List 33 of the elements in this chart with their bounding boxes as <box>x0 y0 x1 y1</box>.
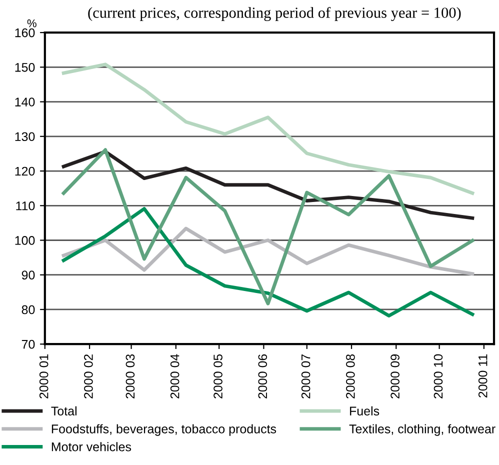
legend-label: Total <box>51 406 76 416</box>
y-tick-label: 140 <box>15 98 35 106</box>
x-tick-label: 2000 02 <box>84 354 93 398</box>
line-series <box>62 150 474 220</box>
y-tick-label: 160 <box>15 28 35 38</box>
line-series <box>62 226 474 276</box>
chart-subtitle: (current prices, corresponding period of previous year = 100) <box>88 6 461 22</box>
x-tick-label: 2000 01 <box>39 354 48 398</box>
x-tick-label: 2000 07 <box>301 354 310 398</box>
y-tick-label: 130 <box>15 132 35 142</box>
y-tick-label: 150 <box>15 62 35 72</box>
y-axis-title: % <box>27 19 36 28</box>
legend-label: Fuels <box>350 406 380 416</box>
legend-label: Motor vehicles <box>52 442 132 452</box>
x-tick-label: 2000 04 <box>170 354 180 398</box>
legend-label: Textiles, clothing, footwear <box>349 424 496 436</box>
y-tick-label: 120 <box>15 166 35 176</box>
x-tick-label: 2000 08 <box>346 354 355 398</box>
y-tick-label: 80 <box>22 305 35 314</box>
line-series <box>62 207 474 318</box>
x-tick-label: 2000 05 <box>214 354 222 398</box>
x-tick-label: 2000 11 <box>478 354 488 398</box>
x-tick-label: 2000 06 <box>258 354 268 398</box>
line-series <box>62 62 474 195</box>
y-tick-label: 100 <box>15 236 35 245</box>
x-tick-label: 2000 09 <box>390 354 400 398</box>
x-tick-label: 2000 10 <box>434 354 443 398</box>
y-tick-label: 70 <box>22 340 35 349</box>
x-tick-label: 2000 03 <box>126 354 135 398</box>
legend-label: Foodstuffs, beverages, tobacco products <box>52 424 276 436</box>
y-tick-label: 110 <box>16 201 35 210</box>
line-series <box>62 148 474 306</box>
y-tick-label: 90 <box>22 270 35 280</box>
